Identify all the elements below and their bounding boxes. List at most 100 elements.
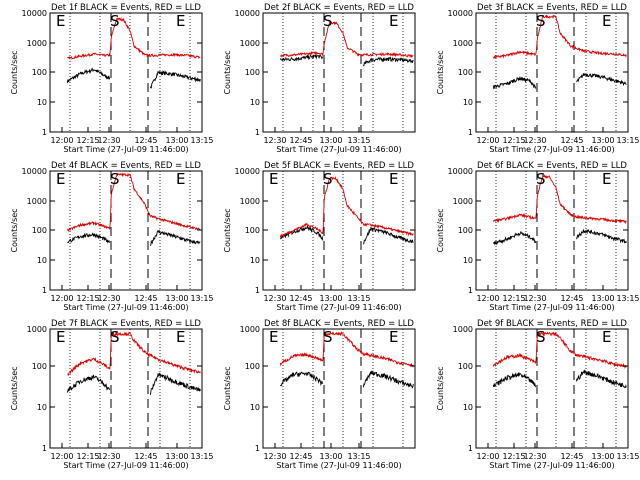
panel-det-9: Det 9f BLACK = Events, RED = LLD 1 10 100 10… — [436, 319, 640, 470]
series-events-line — [66, 67, 201, 89]
x-axis-title: Start Time (27-Jul-09 11:46:00) — [489, 145, 614, 154]
x-tick-label: 12:30 — [263, 452, 286, 461]
x-tick-label: 13:15 — [616, 452, 639, 461]
x-tick-label: 12:30 — [263, 136, 286, 145]
x-tick-label: 12:00 — [476, 136, 499, 145]
x-tick-label: 13:15 — [190, 452, 213, 461]
x-tick-label: 12:15 — [76, 294, 99, 303]
interval-marker: S — [110, 328, 120, 346]
plot-frame — [49, 170, 203, 291]
x-tick-label: 12:45 — [289, 294, 312, 303]
y-tick-label: 10000 — [22, 167, 47, 176]
panel-title: Det 2f BLACK = Events, RED = LLD — [264, 3, 414, 13]
x-tick-label: 12:15 — [502, 136, 525, 145]
y-tick-label: 100 — [245, 226, 260, 235]
x-tick-label: 13:00 — [165, 452, 188, 461]
series-lld-line — [279, 20, 414, 59]
x-tick-label: 13:15 — [347, 452, 370, 461]
y-tick-label: 1000 — [240, 325, 260, 334]
y-axis-title: Counts/sec — [436, 366, 445, 410]
x-tick-label: 12:30 — [523, 452, 546, 461]
plot-frame — [475, 328, 629, 449]
panel-title: Det 6f BLACK = Events, RED = LLD — [477, 161, 627, 171]
interval-marker: E — [56, 328, 65, 346]
x-axis-title: Start Time (27-Jul-09 11:46:00) — [276, 303, 401, 312]
y-tick-label: 10 — [463, 256, 473, 265]
y-tick-label: 10 — [37, 403, 47, 412]
panel-title: Det 9f BLACK = Events, RED = LLD — [477, 319, 627, 329]
x-tick-label: 12:30 — [523, 294, 546, 303]
plot-frame — [475, 170, 629, 291]
y-tick-label: 10 — [37, 98, 47, 107]
y-axis-title: Counts/sec — [10, 50, 19, 94]
plot-frame — [262, 328, 416, 449]
x-tick-label: 12:45 — [289, 452, 312, 461]
series-events-line — [67, 229, 201, 246]
y-tick-label: 1000 — [453, 325, 473, 334]
interval-marker: S — [110, 170, 120, 188]
interval-marker: E — [56, 170, 65, 188]
interval-marker: E — [602, 170, 611, 188]
y-tick-label: 1 — [468, 128, 473, 137]
y-tick-label: 10000 — [235, 9, 260, 18]
panel-title: Det 1f BLACK = Events, RED = LLD — [51, 3, 201, 13]
x-tick-label: 12:45 — [289, 136, 312, 145]
y-tick-label: 1000 — [240, 39, 260, 48]
series-lld-line — [279, 176, 414, 238]
x-tick-label: 13:00 — [591, 452, 614, 461]
interval-marker: E — [176, 12, 185, 30]
y-tick-label: 1000 — [27, 325, 47, 334]
panel-title: Det 7f BLACK = Events, RED = LLD — [51, 319, 201, 329]
y-tick-label: 10000 — [235, 167, 260, 176]
y-tick-label: 10 — [250, 98, 260, 107]
y-tick-label: 1 — [255, 286, 260, 295]
x-tick-label: 12:15 — [502, 452, 525, 461]
interval-marker: S — [536, 328, 546, 346]
y-tick-label: 100 — [32, 362, 47, 371]
y-tick-label: 10000 — [22, 9, 47, 18]
series-lld-line — [492, 14, 627, 60]
y-axis-title: Counts/sec — [436, 50, 445, 94]
interval-marker: E — [56, 12, 65, 30]
x-tick-label: 13:15 — [347, 294, 370, 303]
x-tick-label: 12:00 — [476, 452, 499, 461]
series-events-line — [492, 369, 627, 389]
interval-marker: S — [110, 12, 120, 30]
plot-frame — [49, 12, 203, 133]
y-tick-label: 1000 — [27, 197, 47, 206]
y-axis-title: Counts/sec — [10, 208, 19, 252]
panel-det-4: Det 4f BLACK = Events, RED = LLD 1 10 100 10… — [10, 161, 214, 312]
y-tick-label: 100 — [245, 362, 260, 371]
x-tick-label: 12:30 — [97, 136, 120, 145]
panel-det-1: Det 1f BLACK = Events, RED = LLD 1 10 100 10… — [10, 3, 214, 154]
x-tick-label: 12:45 — [560, 294, 583, 303]
interval-marker: E — [602, 328, 611, 346]
panel-det-6: Det 6f BLACK = Events, RED = LLD 1 10 100 10… — [436, 161, 640, 312]
y-tick-label: 10000 — [448, 9, 473, 18]
y-tick-label: 1000 — [453, 197, 473, 206]
x-tick-label: 12:00 — [50, 294, 73, 303]
x-tick-label: 12:15 — [76, 452, 99, 461]
x-axis-title: Start Time (27-Jul-09 11:46:00) — [276, 461, 401, 470]
interval-marker: S — [323, 12, 333, 30]
x-tick-label: 13:15 — [616, 294, 639, 303]
y-tick-label: 1 — [468, 286, 473, 295]
series-lld-line — [492, 174, 627, 224]
y-axis-title: Counts/sec — [223, 208, 232, 252]
x-tick-label: 12:45 — [134, 136, 157, 145]
interval-marker: E — [269, 328, 278, 346]
panel-title: Det 5f BLACK = Events, RED = LLD — [264, 161, 414, 171]
interval-marker: E — [176, 170, 185, 188]
interval-marker: S — [323, 170, 333, 188]
y-tick-label: 10 — [463, 98, 473, 107]
series-events-line — [279, 53, 414, 67]
panel-det-3: Det 3f BLACK = Events, RED = LLD 1 10 100 10… — [436, 3, 640, 154]
panel-title: Det 8f BLACK = Events, RED = LLD — [264, 319, 414, 329]
x-tick-label: 13:15 — [616, 136, 639, 145]
y-tick-label: 10000 — [448, 167, 473, 176]
x-axis-title: Start Time (27-Jul-09 11:46:00) — [63, 145, 188, 154]
y-tick-label: 1 — [42, 444, 47, 453]
x-axis-title: Start Time (27-Jul-09 11:46:00) — [276, 145, 401, 154]
panel-title: Det 3f BLACK = Events, RED = LLD — [477, 3, 627, 13]
